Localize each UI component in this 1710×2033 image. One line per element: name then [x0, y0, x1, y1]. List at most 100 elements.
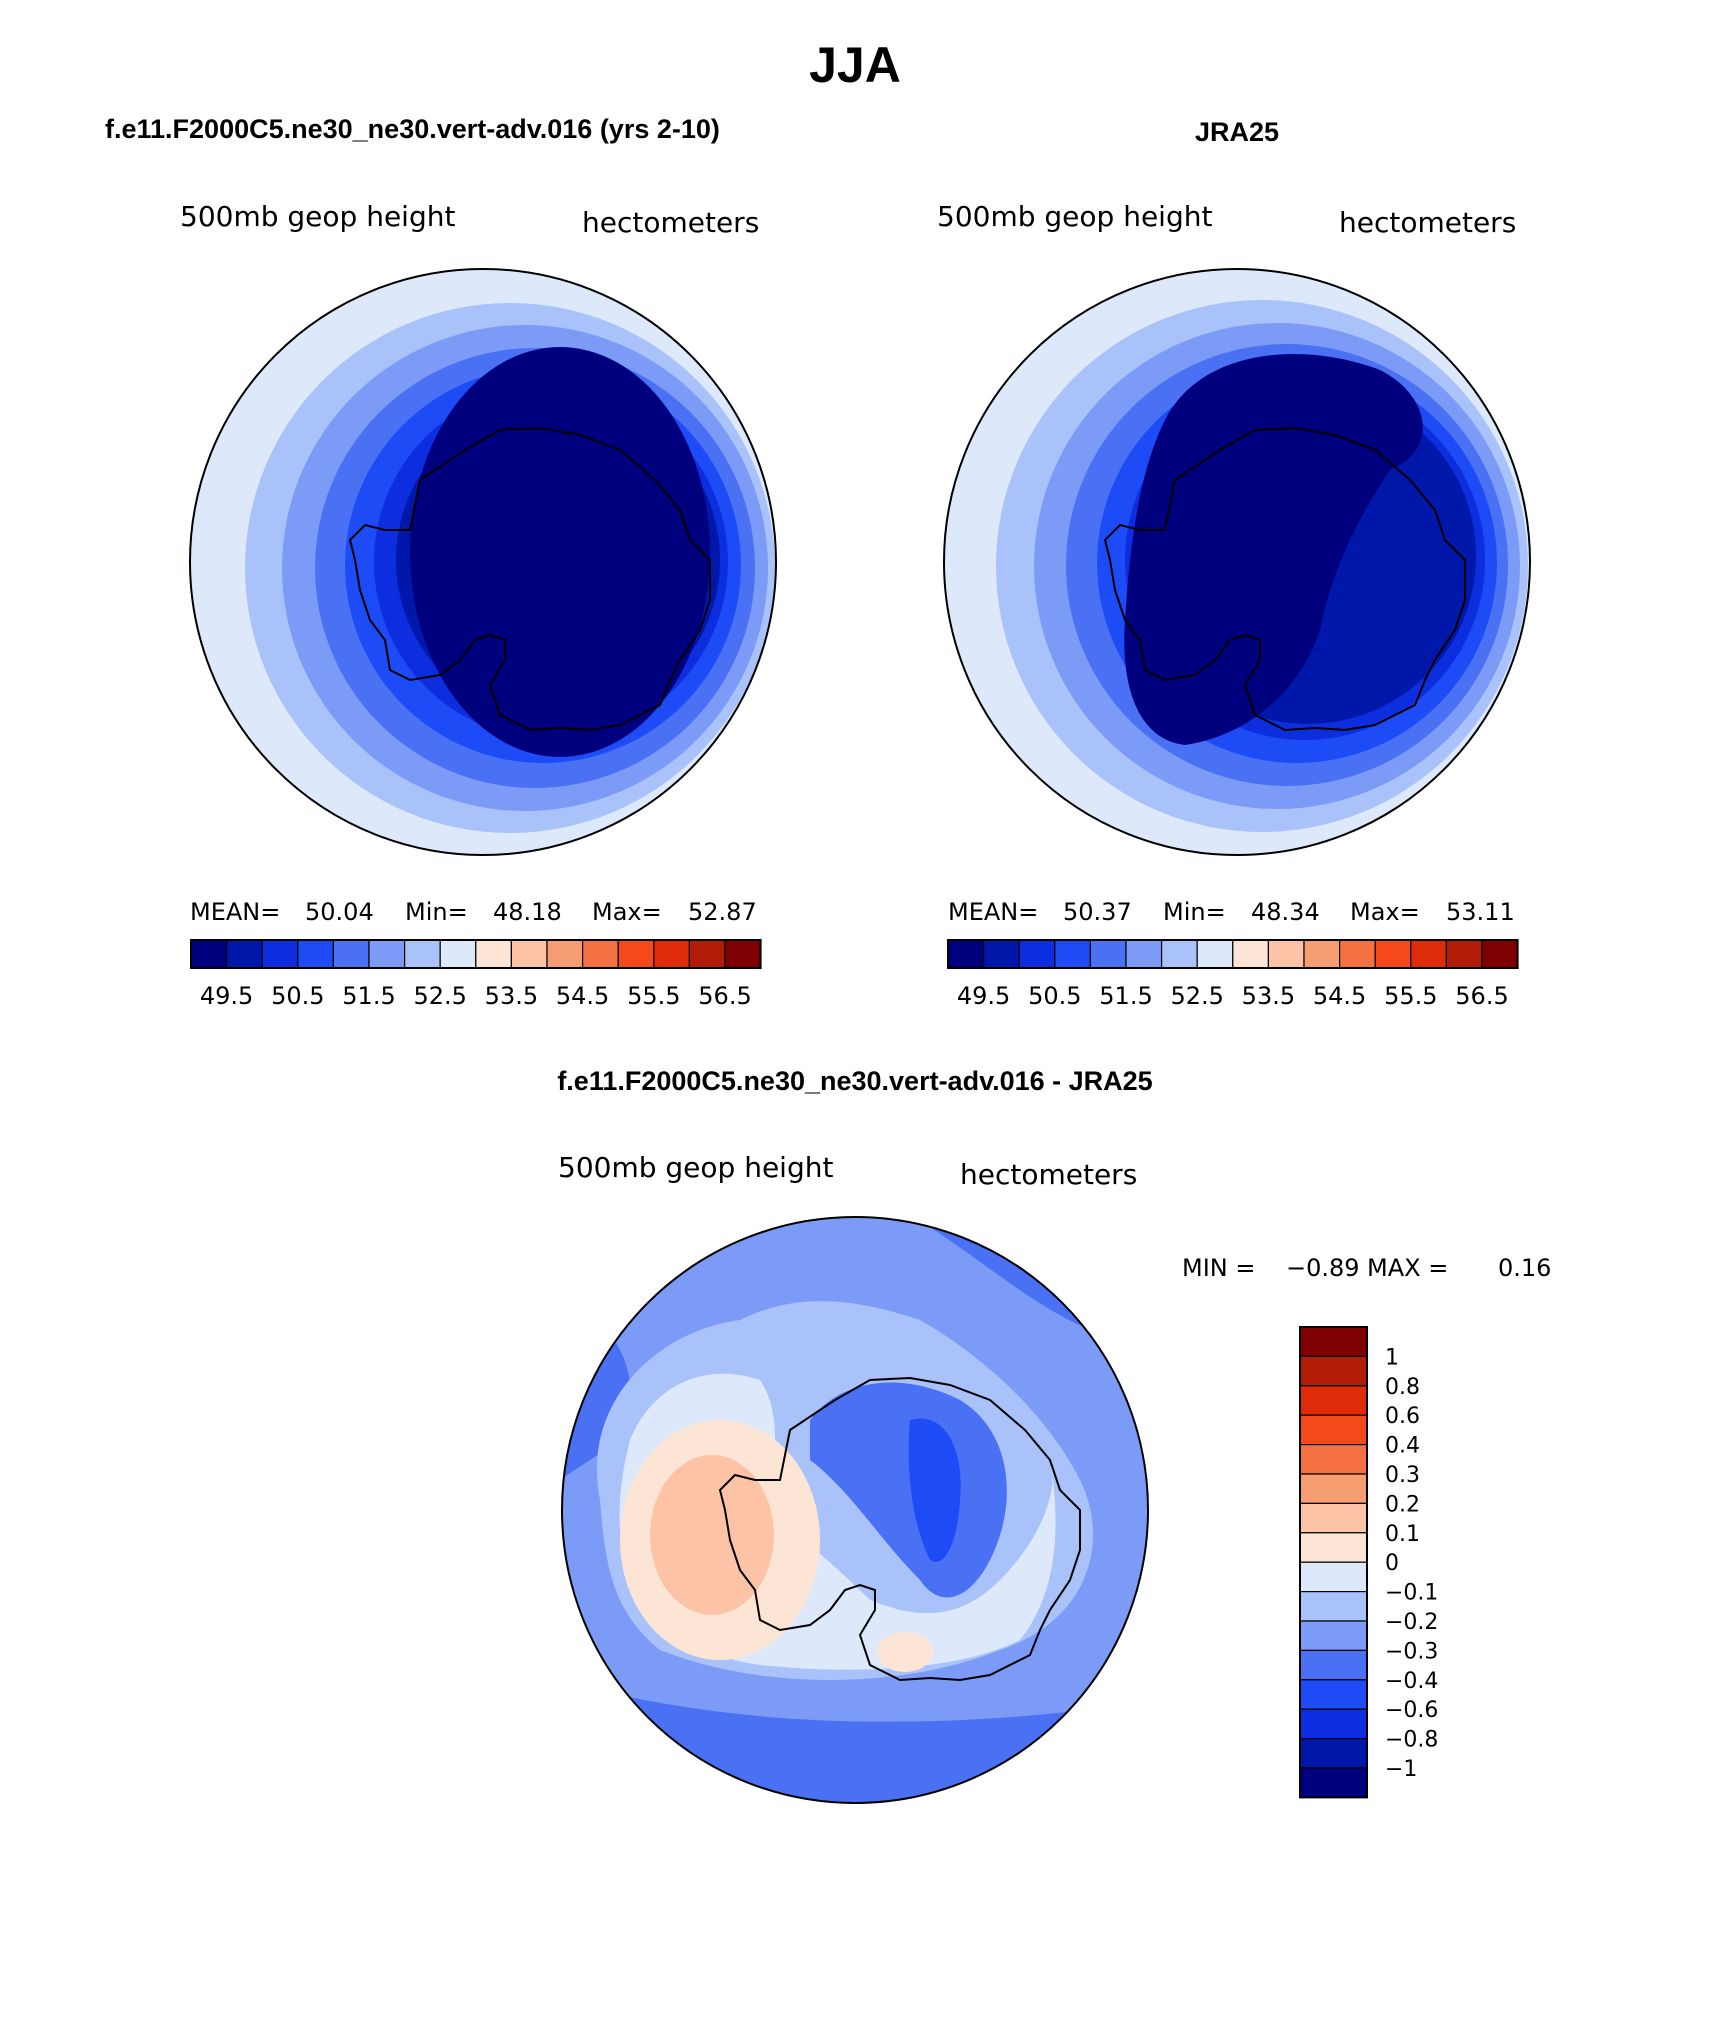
panel-obs-colorbar-cell-11	[1338, 939, 1376, 969]
panel-obs-colorbar-labels-tick-0: 49.5	[957, 982, 1010, 1010]
panel-diff-colorbar-cell-15	[1299, 1767, 1368, 1798]
panel-obs-title: JRA25	[1195, 117, 1279, 147]
panel-obs-colorbar-cell-1	[982, 939, 1020, 969]
panel-diff-colorbar-cell-5	[1299, 1473, 1368, 1504]
panel-diff-map-outline	[561, 1216, 1149, 1804]
panel-model-max-label: Max=	[592, 898, 662, 926]
panel-obs-colorbar-labels-tick-1: 50.5	[1028, 982, 1081, 1010]
panel-obs-colorbar-frame	[947, 939, 1519, 969]
panel-model-colorbar-labels-tick-5: 54.5	[556, 982, 609, 1010]
panel-obs-max-label: Max=	[1350, 898, 1420, 926]
panel-diff-colorbar-tick-10: −0.3	[1385, 1639, 1438, 1664]
panel-diff-colorbar-cell-11	[1299, 1649, 1368, 1681]
panel-model-colorbar-labels-tick-1: 50.5	[271, 982, 324, 1010]
panel-model-stats: MEAN= 50.04 Min= 48.18 Max= 52.87	[190, 898, 757, 926]
panel-model-colorbar-cell-8	[475, 939, 512, 969]
panel-model-max-value: 52.87	[688, 898, 757, 926]
panel-obs-colorbar-labels-tick-2: 51.5	[1099, 982, 1152, 1010]
panel-diff-colorbar-cell-2	[1299, 1385, 1368, 1416]
panel-diff-max-label: MAX =	[1367, 1254, 1448, 1282]
panel-model-colorbar-labels: 49.5 50.5 51.5 52.5 53.5 54.5 55.5 56.5	[200, 982, 752, 1010]
panel-model: f.e11.F2000C5.ne30_ne30.vert-adv.016 (yr…	[105, 114, 777, 1010]
panel-obs-right-label: hectometers	[1339, 206, 1516, 239]
panel-diff-colorbar-cell-12	[1299, 1679, 1368, 1710]
panel-obs-map	[944, 269, 1530, 855]
panel-diff-colorbar-tick-14: −1	[1385, 1757, 1417, 1782]
panel-diff-left-label: 500mb geop height	[558, 1151, 833, 1184]
panel-diff-colorbar-tick-4: 0.3	[1385, 1463, 1420, 1488]
panel-diff: f.e11.F2000C5.ne30_ne30.vert-adv.016 - J…	[557, 1066, 1551, 1804]
panel-model-map-outline	[189, 268, 777, 856]
panel-diff-colorbar-tick-3: 0.4	[1385, 1434, 1420, 1459]
panel-diff-stats: MIN = −0.89 MAX = 0.16	[1182, 1254, 1551, 1282]
panel-model-colorbar-cell-3	[297, 939, 334, 969]
panel-diff-colorbar-cell-1	[1299, 1355, 1368, 1387]
panel-model-colorbar-cell-12	[617, 939, 655, 969]
panel-model-left-label: 500mb geop height	[180, 200, 455, 233]
panel-obs-mean-label: MEAN=	[948, 898, 1038, 926]
panel-obs-colorbar-cell-0	[947, 939, 985, 969]
panel-obs-left-label: 500mb geop height	[937, 200, 1212, 233]
panel-diff-right-label: hectometers	[960, 1158, 1137, 1191]
panel-model-title: f.e11.F2000C5.ne30_ne30.vert-adv.016 (yr…	[105, 114, 720, 144]
panel-diff-colorbar-cell-7	[1299, 1532, 1368, 1563]
panel-model-colorbar-cell-10	[546, 939, 584, 969]
panel-obs-colorbar-cell-3	[1054, 939, 1092, 969]
panel-obs-colorbar-cell-9	[1267, 939, 1305, 969]
panel-model-mean-value: 50.04	[305, 898, 374, 926]
panel-diff-min-label: MIN =	[1182, 1254, 1255, 1282]
diff-region-warm-small	[877, 1632, 933, 1672]
panel-diff-colorbar-tick-9: −0.2	[1385, 1610, 1438, 1635]
panel-model-colorbar-labels-tick-3: 52.5	[413, 982, 466, 1010]
panel-obs-colorbar-cell-6	[1160, 939, 1198, 969]
panel-diff-colorbar-labels: 1 0.8 0.6 0.4 0.3 0.2 0.1 0 −0.1 −0.2 −0.3 −0.4 −0.6…	[1385, 1345, 1438, 1782]
panel-obs-min-label: Min=	[1163, 898, 1226, 926]
panel-model-colorbar-cell-5	[368, 939, 406, 969]
panel-model-colorbar-cell-0	[190, 939, 228, 969]
panel-diff-colorbar-cell-8	[1299, 1561, 1368, 1593]
panel-obs-colorbar-labels: 49.5 50.5 51.5 52.5 53.5 54.5 55.5 56.5	[957, 982, 1509, 1010]
panel-obs-colorbar-cell-5	[1125, 939, 1163, 969]
panel-obs-colorbar-cell-7	[1196, 939, 1234, 969]
panel-diff-colorbar-cell-4	[1299, 1443, 1368, 1475]
panel-model-colorbar-cell-15	[724, 939, 762, 969]
panel-obs-colorbar-labels-tick-3: 52.5	[1170, 982, 1223, 1010]
panel-model-colorbar-labels-tick-6: 55.5	[627, 982, 680, 1010]
panel-obs-colorbar-cell-13	[1410, 939, 1448, 969]
panel-diff-colorbar-tick-1: 0.8	[1385, 1375, 1420, 1400]
panel-obs-mean-value: 50.37	[1063, 898, 1132, 926]
panel-model-min-label: Min=	[405, 898, 468, 926]
panel-diff-colorbar-tick-11: −0.4	[1385, 1669, 1438, 1694]
panel-obs-stats: MEAN= 50.37 Min= 48.34 Max= 53.11	[948, 898, 1515, 926]
panel-obs-rings	[944, 269, 1530, 855]
diff-region-interior-low	[810, 1382, 1007, 1598]
panel-obs-colorbar-cell-15	[1481, 939, 1519, 969]
panel-diff-colorbar-tick-5: 0.2	[1385, 1492, 1420, 1517]
panel-obs-colorbar-cell-4	[1089, 939, 1127, 969]
panel-model-right-label: hectometers	[582, 206, 759, 239]
panel-diff-colorbar-cell-0	[1299, 1326, 1368, 1357]
panel-diff-colorbar-cell-9	[1299, 1590, 1368, 1622]
panel-model-colorbar-cell-6	[404, 939, 441, 969]
diff-region-interior-core	[908, 1418, 961, 1562]
panel-obs-colorbar-cell-8	[1232, 939, 1270, 969]
panel-diff-max-value: 0.16	[1498, 1254, 1551, 1282]
panel-obs-map-outline	[943, 268, 1531, 856]
panel-diff-min-value: −0.89	[1286, 1254, 1360, 1282]
panel-diff-colorbar-cell-10	[1299, 1620, 1368, 1651]
panel-obs-colorbar-labels-tick-4: 53.5	[1242, 982, 1295, 1010]
panel-diff-colorbar-cell-14	[1299, 1737, 1368, 1769]
panel-model-colorbar-labels-tick-7: 56.5	[698, 982, 751, 1010]
panel-obs-colorbar	[947, 939, 1519, 969]
panel-diff-colorbar-tick-7: 0	[1385, 1551, 1399, 1576]
panel-model-colorbar-labels-tick-2: 51.5	[342, 982, 395, 1010]
panel-diff-colorbar-tick-0: 1	[1385, 1345, 1399, 1370]
panel-diff-colorbar-tick-8: −0.1	[1385, 1581, 1438, 1606]
panel-model-colorbar-frame	[190, 939, 762, 969]
panel-obs-colorbar-cell-14	[1445, 939, 1483, 969]
panel-model-min-value: 48.18	[493, 898, 562, 926]
panel-diff-colorbar-frame	[1299, 1326, 1368, 1799]
panel-obs-min-value: 48.34	[1251, 898, 1320, 926]
figure-title: JJA	[809, 37, 901, 93]
panel-diff-colorbar-tick-12: −0.6	[1385, 1698, 1438, 1723]
